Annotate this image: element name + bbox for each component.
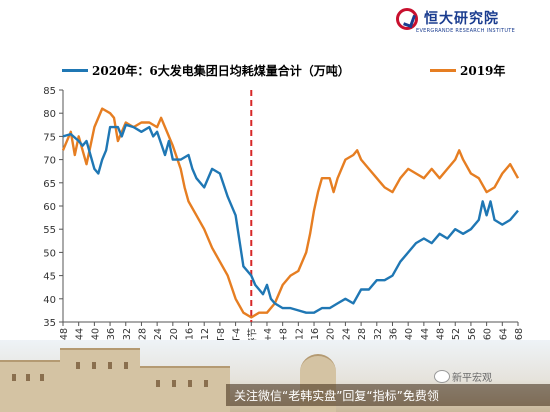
legend-label-2019: 2019年 bbox=[460, 64, 506, 78]
y-tick-label: 65 bbox=[43, 179, 56, 190]
promo-ribbon: 关注微信“老韩实盘”回复“指标”免费领 bbox=[226, 384, 550, 406]
legend-item-2019: 2019年 bbox=[430, 62, 505, 79]
footer-banner: 新平宏观 关注微信“老韩实盘”回复“指标”免费领 bbox=[0, 340, 550, 412]
x-tick-label: T-20 bbox=[169, 328, 180, 349]
series-line-2019 bbox=[61, 107, 520, 319]
y-tick-label: 80 bbox=[43, 109, 56, 120]
legend-item-2020: 2020年：6大发电集团日均耗煤量合计（万吨） bbox=[62, 62, 350, 79]
x-tick-label: T-4 bbox=[232, 328, 243, 343]
x-tick-label: T-16 bbox=[185, 328, 196, 349]
promo-text: 关注微信“老韩实盘”回复“指标”免费领 bbox=[234, 389, 439, 403]
line-chart: 35 40 45 50 55 60 65 70 75 80 85 T-48 T-44 T-40 T-36 T-… bbox=[43, 86, 525, 355]
series-line-2020 bbox=[62, 123, 519, 314]
brand-subtitle: EVERGRANDE RESEARCH INSTITUTE bbox=[416, 28, 516, 34]
wechat-icon bbox=[434, 370, 450, 383]
x-tick-label: T-44 bbox=[75, 328, 86, 349]
y-tick-label: 50 bbox=[43, 248, 56, 259]
y-tick-label: 45 bbox=[43, 272, 56, 283]
wechat-account-text: 新平宏观 bbox=[452, 373, 492, 384]
x-tick-label: T+8 bbox=[279, 328, 290, 349]
legend-label-2020: 2020年：6大发电集团日均耗煤量合计（万吨） bbox=[92, 64, 350, 78]
logo-mark-icon bbox=[396, 8, 418, 30]
y-tick-label: 35 bbox=[43, 318, 56, 329]
y-tick-label: 60 bbox=[43, 202, 56, 213]
x-tick-label: T-32 bbox=[122, 328, 133, 349]
building-image bbox=[60, 348, 140, 412]
x-tick-label: T-24 bbox=[153, 328, 164, 349]
brand-logo: 恒大研究院 EVERGRANDE RESEARCH INSTITUTE bbox=[392, 6, 542, 40]
x-tick-label: T-28 bbox=[137, 328, 148, 349]
legend-line-2019 bbox=[430, 69, 456, 72]
x-tick-label: T-36 bbox=[106, 328, 117, 349]
y-tick-label: 40 bbox=[43, 295, 56, 306]
x-tick-label: T+4 bbox=[263, 328, 274, 349]
brand-name: 恒大研究院 bbox=[424, 11, 499, 27]
y-tick-label: 85 bbox=[43, 86, 56, 97]
legend-line-2020 bbox=[62, 69, 88, 72]
y-tick-label: 75 bbox=[43, 132, 56, 143]
y-tick-label: 55 bbox=[43, 225, 56, 236]
y-tick-label: 70 bbox=[43, 156, 56, 167]
x-tick-label: T-40 bbox=[90, 328, 101, 349]
x-tick-label: T-12 bbox=[200, 328, 211, 349]
x-tick-label: T-48 bbox=[59, 328, 70, 349]
building-image bbox=[0, 360, 70, 412]
chart-legend: 2020年：6大发电集团日均耗煤量合计（万吨） 2019年 bbox=[0, 62, 550, 80]
building-image bbox=[140, 366, 230, 412]
x-tick-label: T-8 bbox=[216, 328, 227, 343]
